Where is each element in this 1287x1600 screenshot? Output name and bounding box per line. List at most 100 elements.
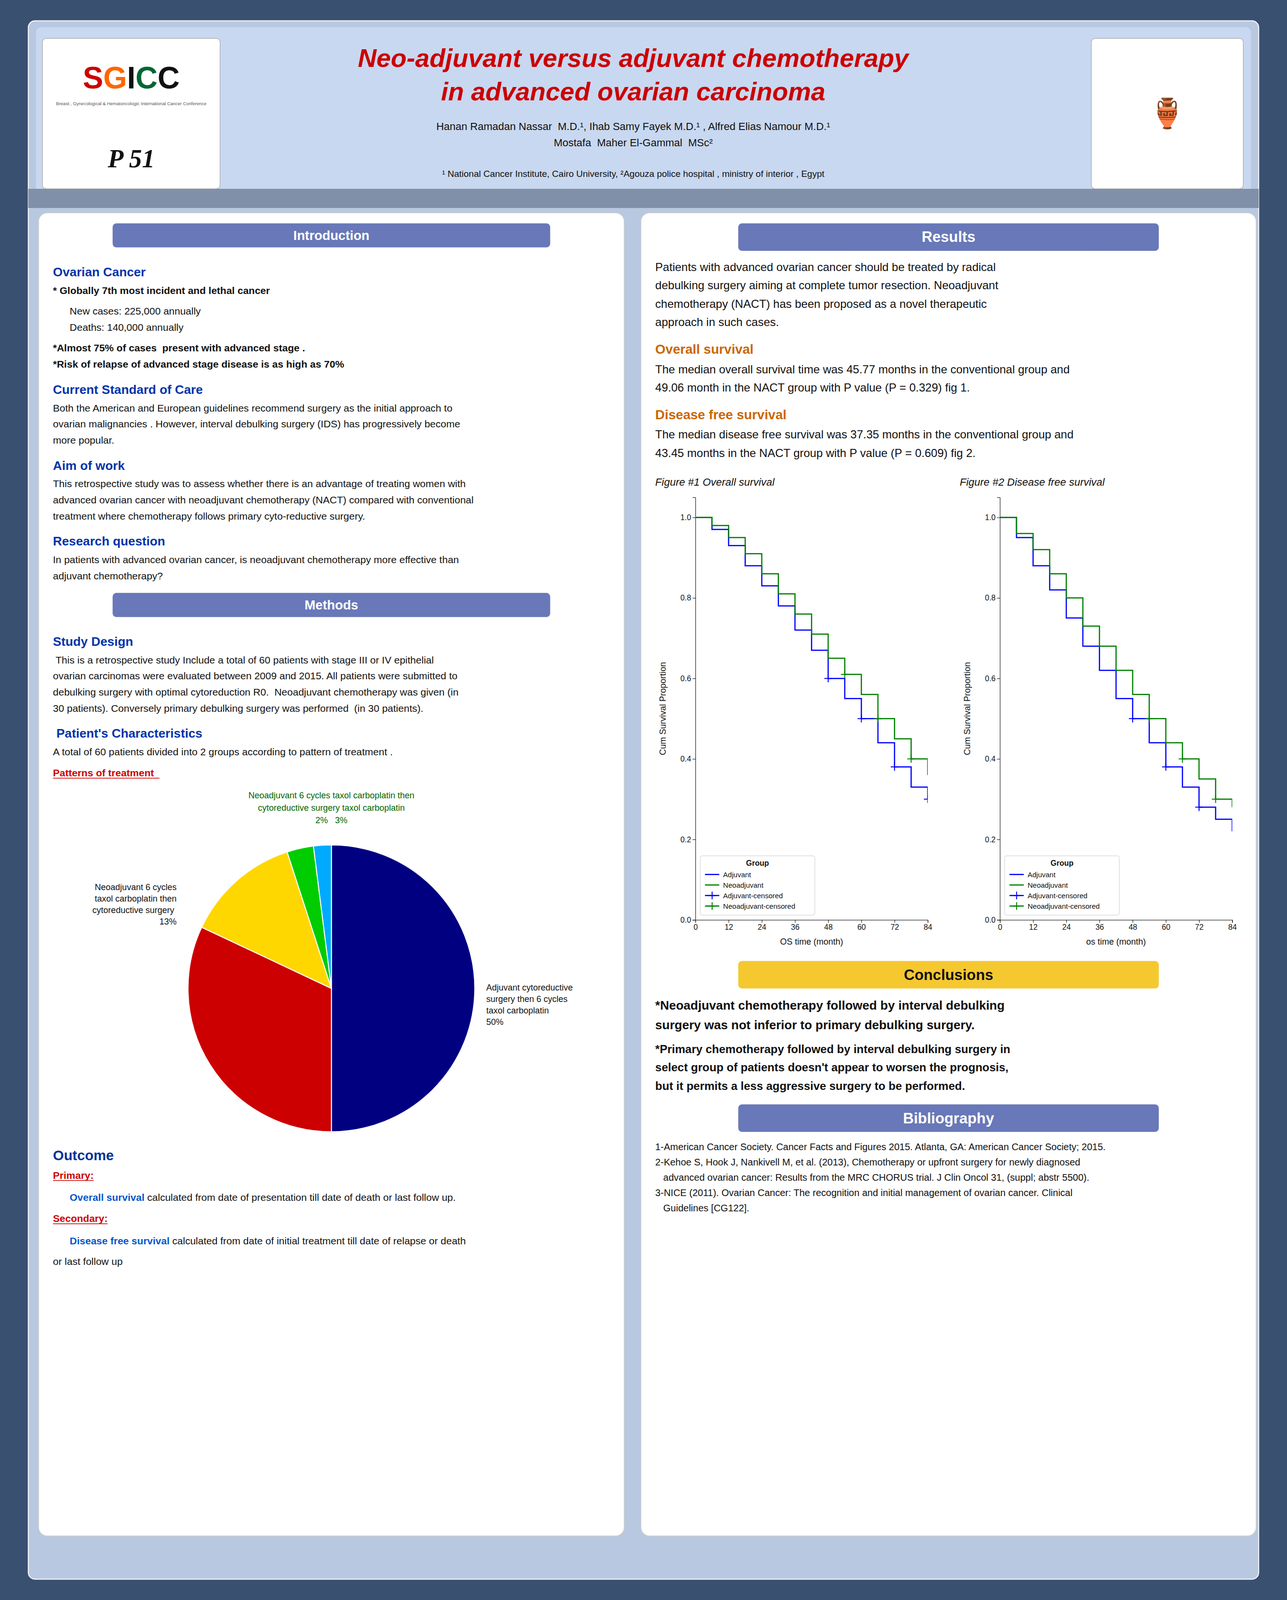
body-text: surgery was not inferior to primary debu… <box>655 1017 975 1032</box>
tick-mark <box>761 919 763 923</box>
body-text: ovarian malignancies . However, interval… <box>53 418 461 430</box>
legend-entry: Neoadjuvant-censored <box>723 901 796 910</box>
tick: 0.0 <box>984 915 1000 924</box>
logo-box <box>42 38 221 189</box>
tick-label: 48 <box>1128 922 1138 931</box>
tick-mark <box>828 919 829 923</box>
tick-label: 0.4 <box>680 754 692 763</box>
body-text: but it permits a less aggressive surgery… <box>655 1079 965 1093</box>
body-text: debulking surgery aiming at complete tum… <box>655 278 999 292</box>
tick: 72 <box>890 919 899 931</box>
tick: 48 <box>1128 919 1138 931</box>
marks <box>999 517 1233 832</box>
title: Neo-adjuvant versus adjuvant chemotherap… <box>357 43 910 73</box>
tick: 0.0 <box>680 915 696 924</box>
lead: Disease free survival <box>69 1234 170 1246</box>
annotation: 2% 3% <box>315 815 348 825</box>
section-header <box>112 592 551 617</box>
lead: Overall survival <box>69 1191 145 1203</box>
body-text: *Almost 75% of cases present with advanc… <box>53 342 306 354</box>
censor-marker <box>1211 795 1220 803</box>
tick-label: 0.0 <box>680 915 692 924</box>
tick: 0.8 <box>680 593 696 602</box>
x-axis: 012243648607284 <box>997 919 1237 931</box>
tick: 36 <box>1095 919 1104 931</box>
legend-marker <box>708 901 716 910</box>
body-text: In patients with advanced ovarian cancer… <box>53 553 459 565</box>
plot-background <box>999 497 1233 920</box>
axis-line <box>1000 919 1233 923</box>
subheading: Patient's Characteristics <box>53 725 203 741</box>
censor-marker <box>890 762 899 771</box>
axis-line <box>695 919 929 923</box>
censor-marker <box>923 795 928 803</box>
section-header <box>738 223 1159 251</box>
tick-label: 0.4 <box>984 754 996 763</box>
x-axis-label: OS time (month) <box>779 936 844 947</box>
tick-label: 12 <box>1028 922 1038 931</box>
tick: 0.2 <box>984 835 1000 844</box>
annotation: Adjuvant cytoreductivesurgery then 6 cyc… <box>486 982 573 1027</box>
tick: 48 <box>824 919 833 931</box>
censor-marker <box>824 674 833 682</box>
body-text: A total of 60 patients divided into 2 gr… <box>53 746 393 758</box>
label: Primary: <box>53 1169 94 1181</box>
header-band <box>35 27 1251 195</box>
x-axis: 012243648607284 <box>693 919 933 931</box>
section-header-highlight <box>738 960 1159 989</box>
survival-line <box>695 517 928 775</box>
tick: 12 <box>1028 919 1038 931</box>
tick-label: 0.0 <box>984 915 996 924</box>
authors: Hanan Ramadan Nassar M.D.¹, Ihab Samy Fa… <box>436 120 831 133</box>
label: Patterns of treatment <box>53 767 160 779</box>
tick: 60 <box>1161 919 1171 931</box>
annotation: Neoadjuvant 6 cyclestaxol carboplatin th… <box>92 882 177 927</box>
logo-letter: G <box>103 60 128 96</box>
tick-label: 60 <box>1161 922 1171 931</box>
tick-mark <box>692 839 696 840</box>
censor-marker <box>1161 762 1170 771</box>
tick-label: 12 <box>724 922 734 931</box>
outer-background <box>0 0 1287 1600</box>
lead-text: calculated from date of initial treatmen… <box>169 1234 466 1246</box>
section-header <box>112 223 551 248</box>
section-title: Results <box>921 228 976 246</box>
tick-mark <box>1165 919 1167 923</box>
legend-entry: Adjuvant <box>1027 870 1056 879</box>
heading: Outcome <box>53 1146 114 1163</box>
tick-mark <box>996 758 1000 760</box>
tick-mark <box>996 839 1000 840</box>
tick: 84 <box>923 919 933 931</box>
censor-marker <box>1128 714 1137 723</box>
body-text: select group of patients doesn't appear … <box>655 1060 1009 1074</box>
tick-mark <box>728 919 730 923</box>
legend-symbol <box>1009 884 1024 886</box>
legend-entry: Adjuvant-censored <box>723 891 783 900</box>
logo: SGICC <box>82 60 180 96</box>
annotation: Neoadjuvant 6 cycles taxol carboplatin t… <box>248 790 415 801</box>
tick-mark <box>794 919 796 923</box>
tick-label: 0.6 <box>680 674 692 683</box>
separator-band <box>28 188 1259 208</box>
tick: 0.2 <box>680 835 696 844</box>
km-chart: Figure #2 Disease free survival012243648… <box>959 475 1237 947</box>
section-title: Introduction <box>293 227 370 243</box>
tick-mark <box>692 597 696 599</box>
section-title: Methods <box>304 597 358 613</box>
underline <box>53 777 160 779</box>
tick: 0.6 <box>984 674 1000 683</box>
y-axis-label: Cum Survival Proportion <box>962 661 973 756</box>
tick-mark <box>861 919 862 923</box>
tick-label: 0.2 <box>984 835 996 844</box>
tick-mark <box>894 919 896 923</box>
body-text: This retrospective study was to assess w… <box>53 477 466 489</box>
body-text: * Globally 7th most incident and lethal … <box>53 284 271 296</box>
censor-marker <box>1178 755 1187 763</box>
tick-mark <box>996 597 1000 599</box>
pie-chart: Adjuvant cytoreductivesurgery then 6 cyc… <box>92 790 573 1132</box>
legend-entry: Neoadjuvant <box>723 880 764 889</box>
pie-slices <box>187 844 475 1132</box>
tick-label: 48 <box>824 922 833 931</box>
tick-label: 36 <box>1095 922 1104 931</box>
body-text: chemotherapy (NACT) has been proposed as… <box>655 297 987 311</box>
